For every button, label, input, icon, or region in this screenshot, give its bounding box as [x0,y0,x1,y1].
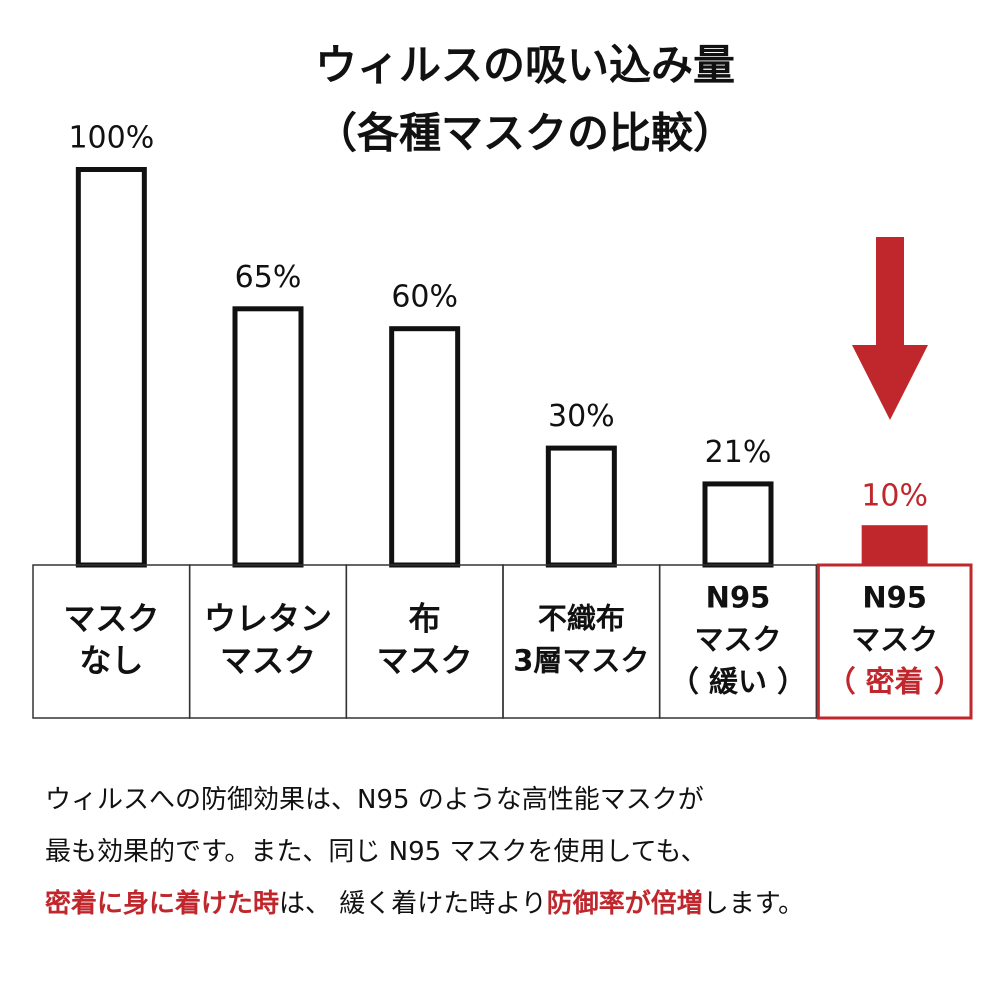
chart-title: ウィルスの吸い込み量 [315,41,735,90]
category-box [658,564,818,719]
category-label: （ 緩い ） [670,665,806,699]
category-label: マスク [63,600,159,638]
category-label: 3層マスク [513,644,649,678]
note-line: 最も効果的です。また、同じ N95 マスクを使用しても、 [45,837,707,867]
category-label: N95 [706,581,771,615]
category-label: 布 [409,600,441,638]
category-label: N95 [862,581,927,615]
arrow-head [852,345,928,420]
note-text: ウィルスへの防御効果は、N95 のような高性能マスクが [45,785,704,815]
note-highlight: 密着に身に着けた時 [45,888,279,919]
bar [861,525,928,565]
arrow [852,237,928,420]
category-label: マスク [694,623,781,657]
category-label: 不織布 [538,602,625,636]
category-box [816,563,973,720]
value-label: 100% [68,121,154,156]
category-label: （ 密着 ） [827,665,963,699]
note-text: 最も効果的です。また、同じ N95 マスクを使用しても、 [45,837,707,867]
value-label: 30% [548,399,615,434]
note-text: します。 [703,889,804,919]
category-label: なし [79,642,143,680]
category-label: マスク [377,642,473,680]
category-label: マスク [220,642,316,680]
note-highlight: 防御率が倍増 [547,888,703,919]
note-line: ウィルスへの防御効果は、N95 のような高性能マスクが [45,785,704,815]
value-label: 21% [705,435,772,470]
note-line: 密着に身に着けた時は、 緩く着けた時より防御率が倍増します。 [45,888,804,919]
arrow-shaft [876,237,904,347]
value-label: 10% [861,479,928,514]
note-text: は、 緩く着けた時より [279,889,547,919]
category-label: マスク [851,623,938,657]
value-label: 60% [391,280,458,315]
chart-subtitle: （各種マスクの比較） [315,109,735,158]
category-label: ウレタン [204,600,332,638]
value-label: 65% [235,260,302,295]
